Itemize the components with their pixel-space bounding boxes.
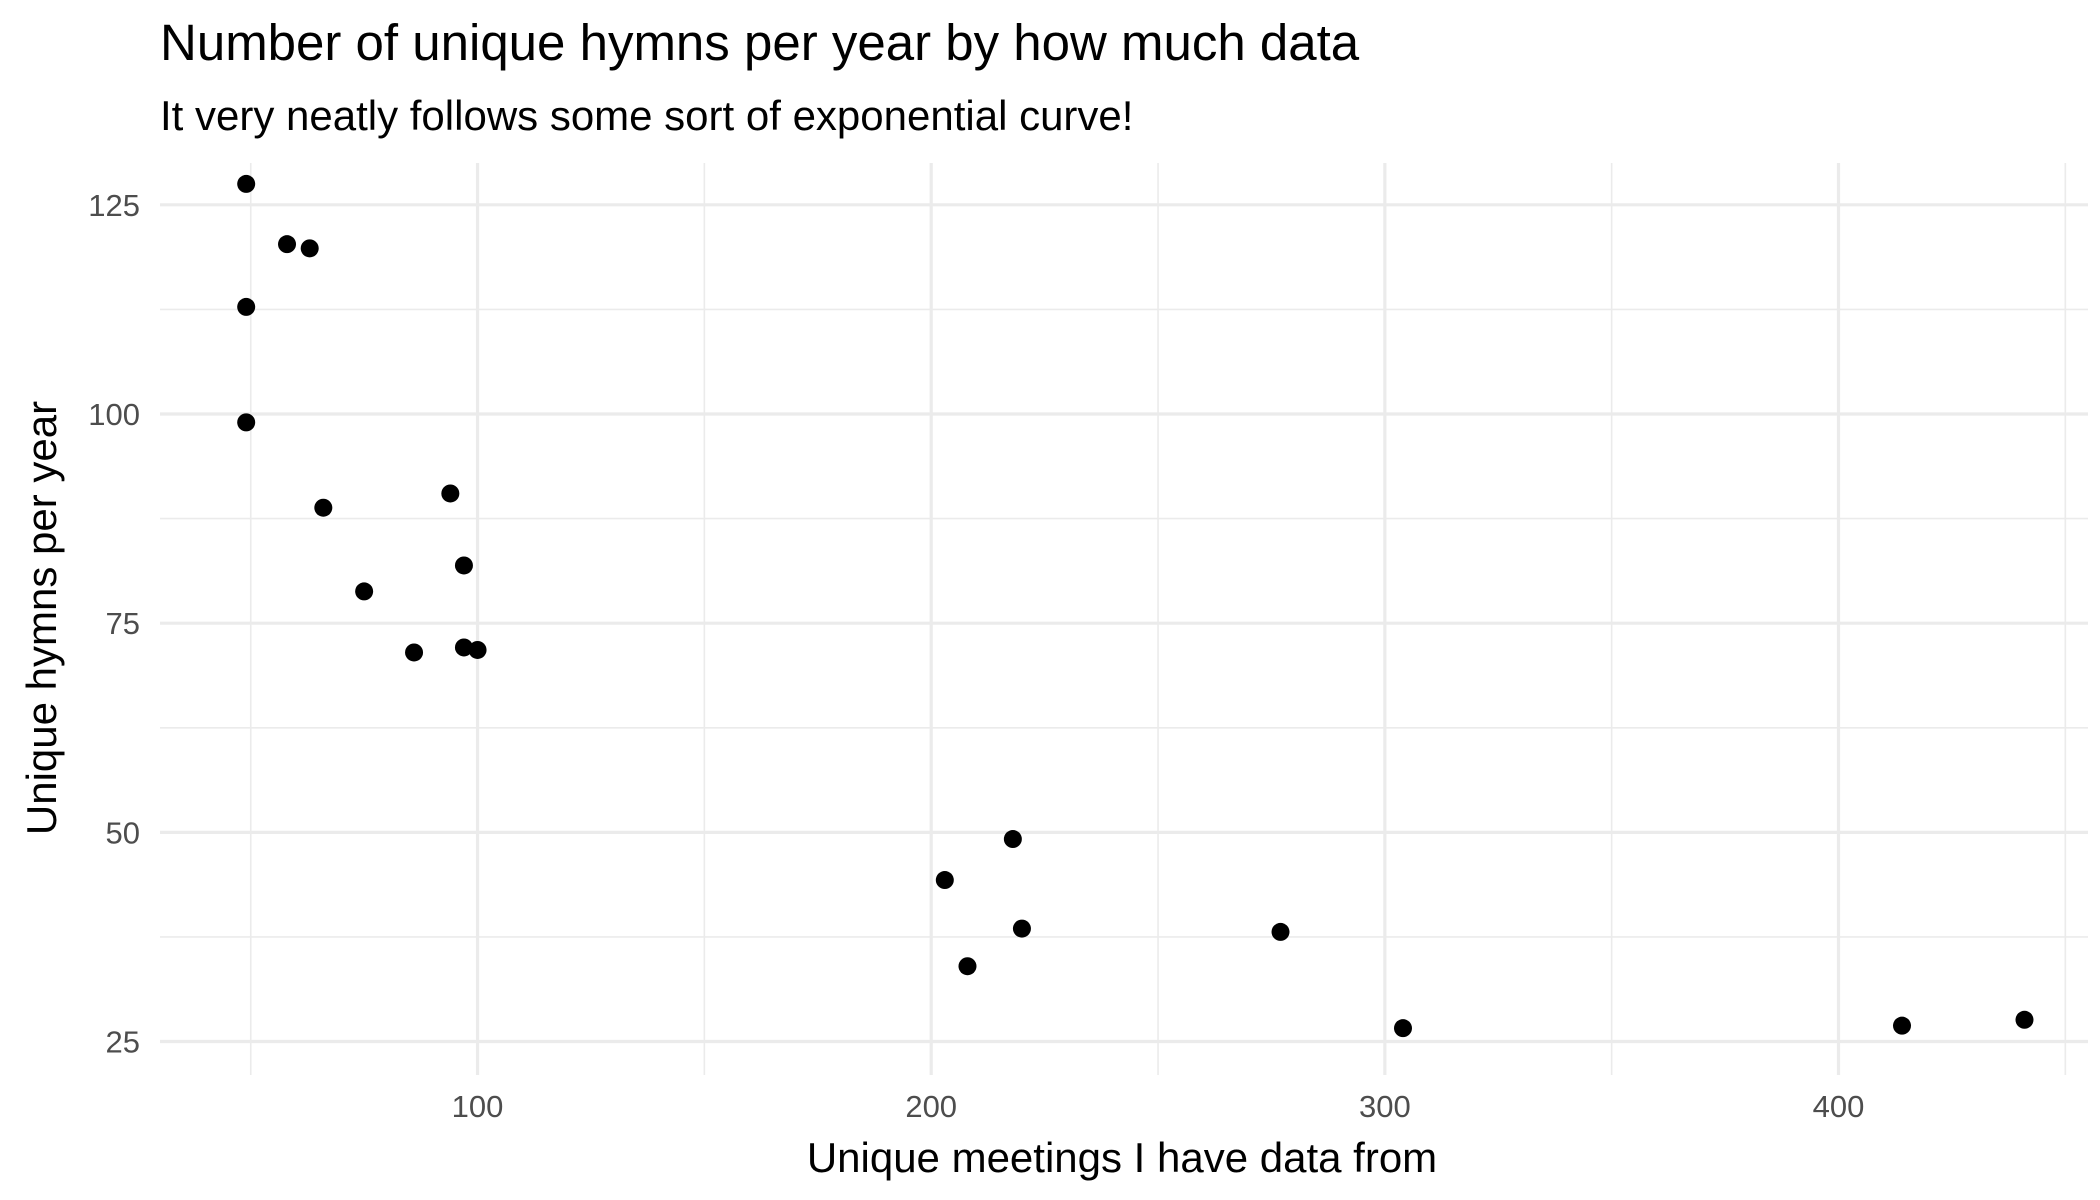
data-point [405,643,424,662]
data-point [1393,1019,1412,1038]
y-tick-label: 25 [106,1025,140,1060]
data-point [1271,922,1290,941]
data-point [355,582,374,601]
data-point [237,297,256,316]
data-point [237,413,256,432]
data-point [278,235,297,254]
data-point [300,239,319,258]
y-axis-title: Unique hymns per year [18,401,65,835]
y-tick-label: 75 [106,606,140,641]
chart-subtitle: It very neatly follows some sort of expo… [160,92,1133,139]
grid [160,163,2088,1075]
data-point [1893,1016,1912,1035]
data-point [2015,1010,2034,1029]
x-axis-title: Unique meetings I have data from [807,1134,1437,1181]
x-tick-label: 100 [452,1089,504,1124]
y-tick-label: 50 [106,815,140,850]
data-point [1012,919,1031,938]
data-point [454,556,473,575]
data-points [237,174,2034,1038]
y-tick-label: 125 [88,188,140,223]
data-point [1003,830,1022,849]
data-point [441,484,460,503]
x-tick-label: 300 [1359,1089,1411,1124]
x-tick-label: 400 [1813,1089,1865,1124]
data-point [454,638,473,657]
x-tick-label: 200 [905,1089,957,1124]
y-axis-tick-labels: 25 50 75 100 125 [88,188,140,1060]
data-point [935,871,954,890]
chart-title: Number of unique hymns per year by how m… [160,14,1360,71]
x-axis-tick-labels: 100 200 300 400 [452,1089,1865,1124]
data-point [468,640,487,659]
data-point [314,498,333,517]
data-point [237,174,256,193]
data-point [958,957,977,976]
y-tick-label: 100 [88,397,140,432]
